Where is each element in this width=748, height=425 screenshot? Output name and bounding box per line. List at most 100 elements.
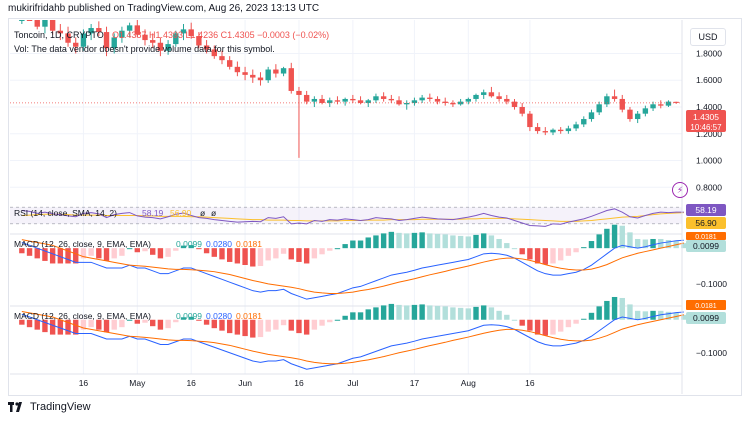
- bolt-icon[interactable]: ⚡: [672, 182, 688, 198]
- candle-body: [380, 96, 387, 99]
- macd-hist-bar: [26, 319, 33, 328]
- macd-hist-bar: [203, 319, 210, 325]
- macd-hist-bar: [534, 248, 541, 264]
- macd1-label: MACD (12, 26, close, 9, EMA, EMA): [14, 239, 151, 249]
- candle-body: [496, 96, 502, 99]
- macd-hist-bar: [481, 233, 487, 249]
- macd-hist-bar: [342, 315, 348, 320]
- macd-hist-bar: [473, 306, 479, 320]
- candle-body: [49, 20, 56, 31]
- macd-hist-bar: [303, 248, 310, 264]
- y-tick-label: 0.8000: [696, 182, 722, 192]
- macd-hist-bar: [627, 304, 633, 320]
- candle-body: [311, 98, 318, 102]
- macd-hist-bar: [427, 305, 433, 320]
- currency-button[interactable]: USD: [690, 28, 726, 46]
- macd-hist-bar: [219, 248, 225, 260]
- footer-brand[interactable]: TradingView: [8, 401, 91, 413]
- candle-body: [565, 128, 572, 132]
- macd-hist-bar: [619, 297, 625, 320]
- macd2-hist-value: 0.0099: [176, 311, 202, 321]
- macd-hist-bar: [634, 310, 641, 320]
- macd-hist-bar: [34, 248, 40, 259]
- candle-body: [427, 97, 433, 99]
- macd-hist-bar: [150, 248, 156, 255]
- candle-body: [188, 29, 194, 37]
- rsi-panel: [10, 206, 684, 227]
- macd-hist-bar: [34, 319, 40, 330]
- macd-hist-bar: [219, 319, 225, 331]
- candle-body: [296, 90, 302, 95]
- candle-body: [519, 106, 525, 114]
- macd2-badge: [686, 312, 726, 324]
- y-tick-label: 1.4000: [696, 102, 722, 112]
- macd-hist-bar: [126, 248, 133, 250]
- price-badge-value: 1.4305: [693, 112, 719, 122]
- macd-hist-bar: [604, 228, 610, 249]
- rsi-null-1: ø: [200, 208, 205, 218]
- candle-body: [303, 94, 310, 102]
- x-tick-label: Jul: [347, 378, 358, 388]
- macd-hist-bar: [49, 319, 56, 335]
- macd-hist-bar: [504, 314, 510, 320]
- candle-body: [596, 104, 602, 113]
- macd-hist-bar: [488, 307, 495, 320]
- macd-hist-bar: [457, 307, 464, 320]
- macd-hist-bar: [273, 248, 279, 259]
- macd-hist-bar: [88, 248, 94, 256]
- macd-hist-bar: [634, 238, 641, 249]
- candle-body: [357, 100, 364, 103]
- macd-hist-bar: [65, 248, 71, 264]
- macd-hist-bar: [350, 240, 356, 249]
- candle-body: [242, 72, 248, 75]
- macd-hist-bar: [557, 248, 564, 261]
- macd-hist-bar: [534, 319, 541, 335]
- candle-body: [588, 112, 595, 120]
- macd-hist-bar: [542, 248, 548, 265]
- macd1-badge: [686, 240, 726, 252]
- macd-hist-bar: [442, 234, 448, 249]
- macd-hist-bar: [342, 244, 348, 249]
- macd-hist-bar: [573, 319, 579, 324]
- macd1-hist-value: 0.0099: [176, 239, 202, 249]
- macd-hist-bar: [211, 319, 217, 329]
- x-tick-label: May: [129, 378, 146, 388]
- macd-hist-bar: [404, 305, 410, 320]
- macd-hist-bar: [188, 316, 194, 320]
- macd-hist-bar: [604, 300, 610, 320]
- macd-hist-bar: [196, 319, 202, 321]
- macd-hist-bar: [627, 232, 633, 249]
- macd-panel-1: [10, 224, 687, 300]
- macd-hist-bar: [250, 319, 256, 338]
- macd-hist-bar: [65, 319, 71, 335]
- rsi-badge: [686, 204, 726, 216]
- macd-hist-bar: [665, 240, 672, 249]
- candle-body: [542, 131, 548, 133]
- macd-hist-bar: [265, 319, 271, 332]
- macd-hist-bar: [396, 304, 402, 320]
- macd-hist-bar: [103, 319, 110, 333]
- macd-hist-bar: [380, 305, 387, 320]
- macd-hist-bar: [357, 312, 364, 320]
- macd-hist-bar: [96, 248, 102, 259]
- macd-hist-bar: [57, 248, 64, 264]
- price-badge: [686, 110, 726, 132]
- macd-hist-bar: [496, 310, 502, 320]
- macd-hist-bar: [465, 236, 472, 249]
- candle-body: [119, 30, 125, 38]
- x-tick-label: 16: [79, 378, 89, 388]
- candle-body: [126, 25, 133, 31]
- macd-hist-bar: [619, 225, 625, 249]
- macd-hist-bar: [419, 304, 425, 320]
- candle-body: [488, 92, 495, 97]
- candle-body: [419, 97, 425, 101]
- candle-body: [665, 101, 672, 106]
- candle-body: [473, 94, 479, 99]
- candle-body: [450, 102, 456, 105]
- macd-hist-bar: [388, 231, 395, 249]
- x-tick-label: Jun: [238, 378, 252, 388]
- macd-hist-bar: [280, 319, 287, 326]
- candle-body: [504, 98, 510, 102]
- candle-body: [73, 42, 79, 47]
